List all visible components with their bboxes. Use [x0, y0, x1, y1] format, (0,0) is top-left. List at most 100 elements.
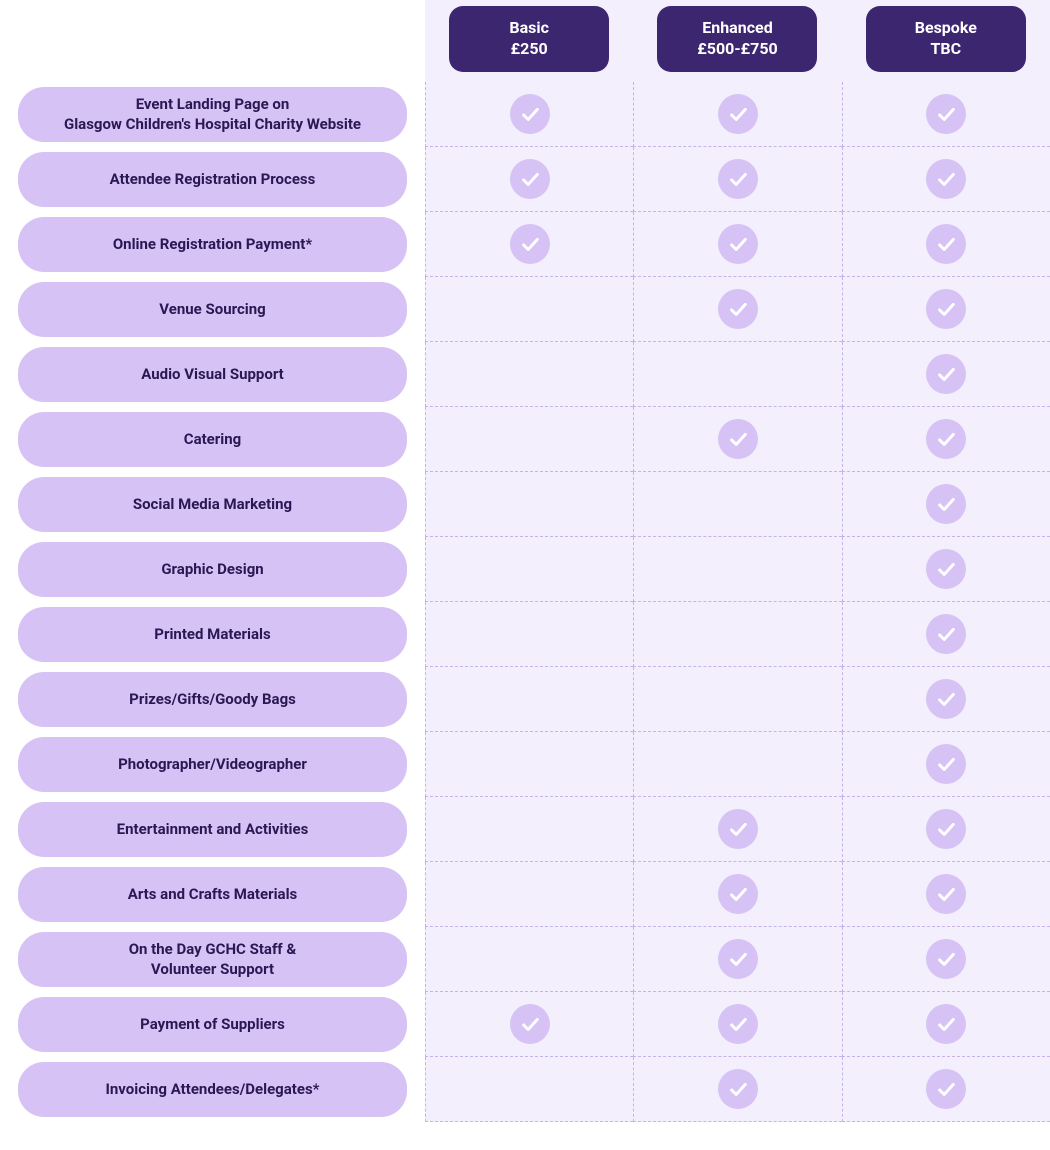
plan-header-cell-basic: Basic £250: [425, 0, 633, 82]
pricing-comparison-table: Basic £250 Enhanced £500-£750 Bespoke TB…: [0, 0, 1050, 1122]
plan-price: £500-£750: [677, 39, 797, 60]
check-icon: [926, 94, 966, 134]
feature-label: Printed Materials: [18, 607, 407, 662]
value-cell-bespoke: [842, 277, 1050, 342]
plan-price: £250: [469, 39, 589, 60]
value-cell-basic: [425, 992, 633, 1057]
plan-name: Enhanced: [677, 18, 797, 39]
check-icon: [718, 419, 758, 459]
feature-label: Catering: [18, 412, 407, 467]
check-icon: [718, 94, 758, 134]
value-cell-basic: [425, 407, 633, 472]
check-icon: [926, 484, 966, 524]
header-blank-cell: [0, 0, 425, 82]
plan-name: Bespoke: [886, 18, 1006, 39]
check-icon: [510, 94, 550, 134]
value-cell-enhanced: [633, 862, 841, 927]
feature-label: Prizes/Gifts/Goody Bags: [18, 672, 407, 727]
feature-label: Social Media Marketing: [18, 477, 407, 532]
value-cell-bespoke: [842, 407, 1050, 472]
value-cell-basic: [425, 602, 633, 667]
feature-label-cell: Audio Visual Support: [0, 342, 425, 407]
value-cell-bespoke: [842, 147, 1050, 212]
feature-label: Invoicing Attendees/Delegates*: [18, 1062, 407, 1117]
feature-label-cell: Arts and Crafts Materials: [0, 862, 425, 927]
value-cell-enhanced: [633, 537, 841, 602]
feature-label-cell: Printed Materials: [0, 602, 425, 667]
value-cell-basic: [425, 667, 633, 732]
value-cell-bespoke: [842, 537, 1050, 602]
check-icon: [926, 614, 966, 654]
feature-label-cell: On the Day GCHC Staff &Volunteer Support: [0, 927, 425, 992]
value-cell-basic: [425, 342, 633, 407]
check-icon: [926, 159, 966, 199]
value-cell-bespoke: [842, 862, 1050, 927]
check-icon: [718, 939, 758, 979]
value-cell-enhanced: [633, 277, 841, 342]
value-cell-basic: [425, 927, 633, 992]
feature-label: Event Landing Page onGlasgow Children's …: [18, 87, 407, 142]
check-icon: [718, 809, 758, 849]
value-cell-bespoke: [842, 797, 1050, 862]
feature-label-cell: Invoicing Attendees/Delegates*: [0, 1057, 425, 1122]
value-cell-basic: [425, 797, 633, 862]
check-icon: [926, 224, 966, 264]
plan-header-cell-bespoke: Bespoke TBC: [842, 0, 1050, 82]
value-cell-enhanced: [633, 342, 841, 407]
feature-label-cell: Social Media Marketing: [0, 472, 425, 537]
value-cell-basic: [425, 277, 633, 342]
check-icon: [718, 289, 758, 329]
check-icon: [718, 1069, 758, 1109]
check-icon: [926, 874, 966, 914]
feature-label: Photographer/Videographer: [18, 737, 407, 792]
feature-label-cell: Online Registration Payment*: [0, 212, 425, 277]
feature-label-cell: Event Landing Page onGlasgow Children's …: [0, 82, 425, 147]
check-icon: [926, 549, 966, 589]
feature-label: Arts and Crafts Materials: [18, 867, 407, 922]
feature-label-cell: Catering: [0, 407, 425, 472]
value-cell-enhanced: [633, 1057, 841, 1122]
plan-header-bespoke: Bespoke TBC: [866, 6, 1026, 72]
value-cell-basic: [425, 732, 633, 797]
value-cell-enhanced: [633, 212, 841, 277]
plan-name: Basic: [469, 18, 589, 39]
feature-label-cell: Payment of Suppliers: [0, 992, 425, 1057]
value-cell-bespoke: [842, 992, 1050, 1057]
check-icon: [510, 224, 550, 264]
value-cell-basic: [425, 1057, 633, 1122]
feature-label: Venue Sourcing: [18, 282, 407, 337]
value-cell-bespoke: [842, 667, 1050, 732]
value-cell-enhanced: [633, 407, 841, 472]
plan-header-cell-enhanced: Enhanced £500-£750: [633, 0, 841, 82]
check-icon: [718, 874, 758, 914]
value-cell-basic: [425, 212, 633, 277]
check-icon: [926, 1004, 966, 1044]
check-icon: [926, 809, 966, 849]
feature-label-cell: Prizes/Gifts/Goody Bags: [0, 667, 425, 732]
value-cell-enhanced: [633, 667, 841, 732]
value-cell-enhanced: [633, 147, 841, 212]
check-icon: [718, 224, 758, 264]
check-icon: [718, 159, 758, 199]
value-cell-basic: [425, 82, 633, 147]
value-cell-enhanced: [633, 797, 841, 862]
check-icon: [926, 354, 966, 394]
plan-header-enhanced: Enhanced £500-£750: [657, 6, 817, 72]
value-cell-enhanced: [633, 472, 841, 537]
value-cell-basic: [425, 537, 633, 602]
feature-label: On the Day GCHC Staff &Volunteer Support: [18, 932, 407, 987]
feature-label-cell: Entertainment and Activities: [0, 797, 425, 862]
feature-label-cell: Venue Sourcing: [0, 277, 425, 342]
value-cell-bespoke: [842, 82, 1050, 147]
feature-label-cell: Attendee Registration Process: [0, 147, 425, 212]
check-icon: [510, 1004, 550, 1044]
feature-label: Payment of Suppliers: [18, 997, 407, 1052]
value-cell-enhanced: [633, 602, 841, 667]
value-cell-basic: [425, 472, 633, 537]
value-cell-enhanced: [633, 927, 841, 992]
value-cell-enhanced: [633, 82, 841, 147]
check-icon: [926, 419, 966, 459]
value-cell-bespoke: [842, 1057, 1050, 1122]
value-cell-bespoke: [842, 927, 1050, 992]
value-cell-enhanced: [633, 732, 841, 797]
